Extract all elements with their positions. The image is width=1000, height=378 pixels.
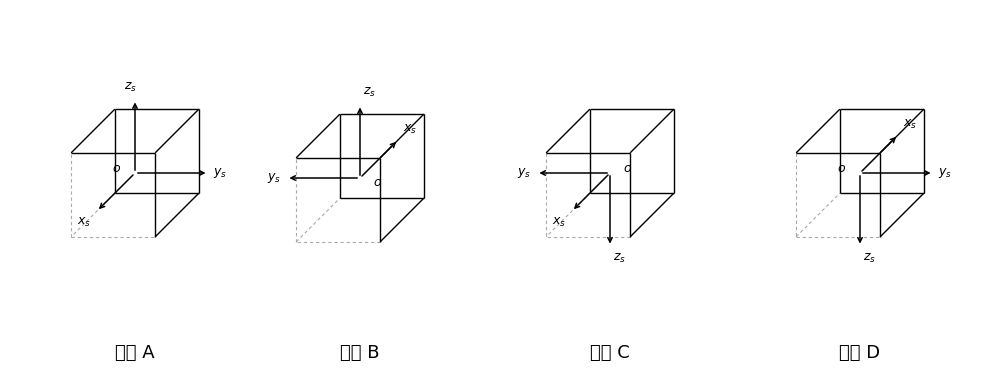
Text: $y_s$: $y_s$ (938, 166, 953, 180)
Text: $z_s$: $z_s$ (124, 81, 136, 94)
Text: 位置 B: 位置 B (340, 344, 380, 362)
Text: $y_s$: $y_s$ (267, 171, 282, 185)
Text: $y_s$: $y_s$ (517, 166, 532, 180)
Text: $z_s$: $z_s$ (613, 251, 626, 265)
Text: $y_s$: $y_s$ (213, 166, 228, 180)
Text: $x_s$: $x_s$ (552, 216, 566, 229)
Text: $x_s$: $x_s$ (903, 118, 917, 131)
Text: $o$: $o$ (623, 161, 633, 175)
Text: 位置 C: 位置 C (590, 344, 630, 362)
Text: 位置 A: 位置 A (115, 344, 155, 362)
Text: $x_s$: $x_s$ (403, 123, 417, 136)
Text: $o$: $o$ (112, 161, 122, 175)
Text: $z_s$: $z_s$ (863, 251, 876, 265)
Text: $o$: $o$ (837, 161, 847, 175)
Text: $z_s$: $z_s$ (363, 87, 376, 99)
Text: $o$: $o$ (373, 177, 383, 189)
Text: 位置 D: 位置 D (839, 344, 881, 362)
Text: $x_s$: $x_s$ (77, 216, 91, 229)
